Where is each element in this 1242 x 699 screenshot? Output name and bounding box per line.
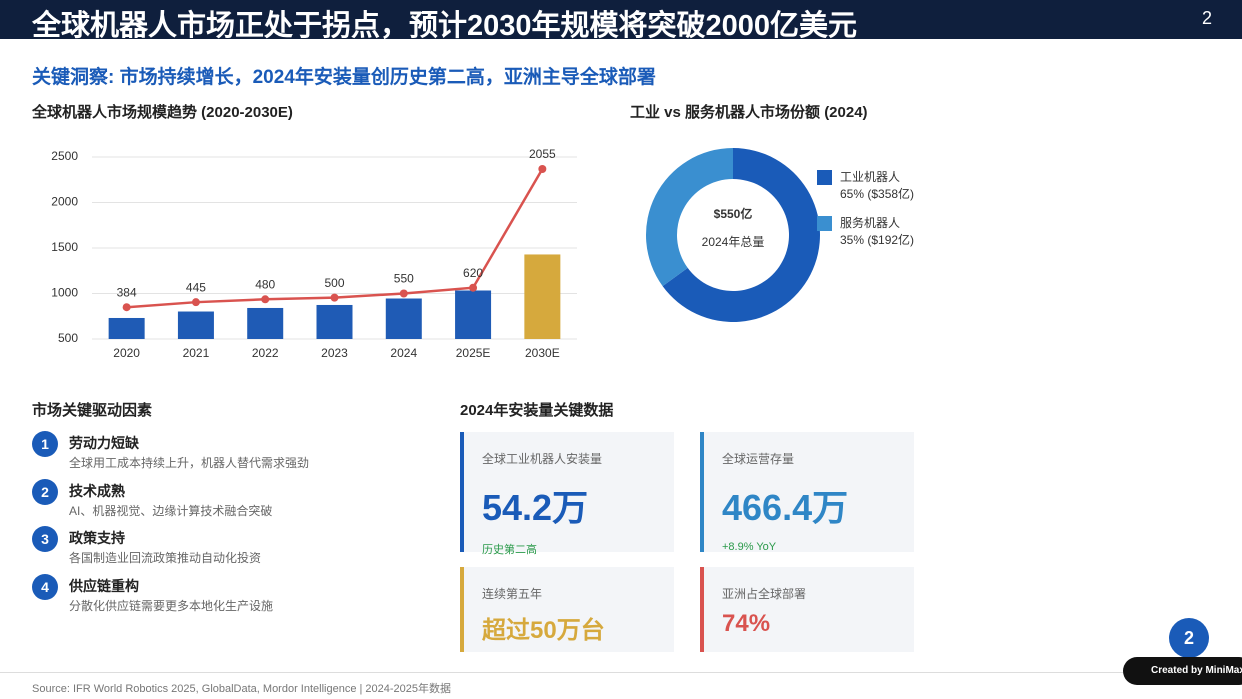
page-number: 2 bbox=[1201, 8, 1212, 28]
driver-desc: 全球用工成本持续上升，机器人替代需求强劲 bbox=[69, 456, 310, 470]
stat-note: 历史第二高 bbox=[482, 544, 537, 556]
trend-point bbox=[261, 295, 270, 304]
data-label: 480 bbox=[255, 277, 275, 291]
driver-title: 供应链重构 bbox=[69, 577, 139, 594]
title: 全球机器人市场正处于拐点，预计2030年规模将突破2000亿美元 bbox=[32, 10, 858, 42]
bar bbox=[177, 311, 214, 339]
bar bbox=[108, 317, 145, 339]
legend-value: 35% ($192亿) bbox=[840, 232, 914, 247]
stat-value: 466.4万 bbox=[722, 487, 849, 528]
x-tick-label: 2024 bbox=[390, 346, 417, 360]
bar bbox=[385, 298, 422, 339]
y-tick-label: 2500 bbox=[51, 149, 78, 163]
stat-value: 超过50万台 bbox=[482, 617, 605, 644]
trend-point bbox=[469, 283, 478, 292]
stat-label: 全球运营存量 bbox=[722, 452, 795, 466]
legend-label: 工业机器人 bbox=[840, 170, 900, 184]
step-number: 4 bbox=[32, 573, 58, 600]
chart-title: 全球机器人市场规模趋势 (2020-2030E) bbox=[32, 104, 293, 121]
bar bbox=[455, 290, 492, 339]
data-label: 445 bbox=[186, 280, 206, 294]
x-tick-label: 2020 bbox=[113, 346, 140, 360]
section-title: 2024年安装量关键数据 bbox=[460, 402, 614, 419]
footer-rule bbox=[0, 672, 1242, 673]
legend-label: 服务机器人 bbox=[840, 215, 900, 230]
driver-title: 劳动力短缺 bbox=[69, 435, 139, 451]
trend-point bbox=[122, 303, 131, 312]
step-number: 3 bbox=[32, 526, 58, 552]
stat-card: 连续第五年 超过50万台 bbox=[460, 567, 674, 652]
data-label: 2055 bbox=[529, 147, 556, 161]
bar bbox=[316, 304, 353, 339]
x-tick-label: 2023 bbox=[321, 346, 348, 360]
step-number: 2 bbox=[32, 478, 58, 505]
x-tick-label: 2021 bbox=[183, 346, 210, 360]
step-number: 1 bbox=[32, 431, 58, 457]
x-tick-label: 2030E bbox=[525, 346, 560, 360]
x-tick-label: 2022 bbox=[252, 346, 279, 360]
legend-value: 65% ($358亿) bbox=[840, 186, 914, 201]
trend-point bbox=[191, 298, 200, 307]
donut-segment bbox=[662, 148, 820, 322]
center-label: 2024年总量 bbox=[702, 235, 765, 249]
driver-desc: AI、机器视觉、边缘计算技术融合突破 bbox=[69, 503, 273, 518]
credit-badge[interactable]: Created by MiniMax Ag bbox=[1123, 657, 1242, 685]
donut-chart: 工业机器人 65% ($358亿) 服务机器人 35% ($192亿) $550亿 202… bbox=[646, 148, 914, 322]
stat-card: 亚洲占全球部署 74% bbox=[700, 567, 914, 652]
data-label: 384 bbox=[117, 285, 137, 299]
center-value: $550亿 bbox=[714, 206, 753, 221]
data-label: 620 bbox=[463, 266, 483, 280]
bar bbox=[247, 307, 284, 339]
section-title: 市场关键驱动因素 bbox=[32, 402, 153, 419]
stat-note: +8.9% YoY bbox=[722, 541, 777, 553]
y-tick-label: 500 bbox=[58, 331, 78, 345]
stat-card: 全球工业机器人安装量 54.2万 历史第二高 bbox=[460, 432, 674, 556]
driver-desc: 分散化供应链需要更多本地化生产设施 bbox=[69, 598, 274, 613]
subtitle: 关键洞察: 市场持续增长，2024年安装量创历史第二高，亚洲主导全球部署 bbox=[32, 67, 656, 88]
driver-title: 技术成熟 bbox=[69, 482, 125, 499]
data-label: 550 bbox=[394, 272, 414, 286]
data-label: 500 bbox=[324, 276, 344, 290]
driver-title: 政策支持 bbox=[69, 530, 125, 546]
bar-chart: 500 1000 1500 2000 2500 2020 2021 2022 2023 2024 2… bbox=[51, 147, 577, 360]
trend-point bbox=[538, 164, 547, 173]
legend-swatch bbox=[817, 170, 832, 185]
stat-label: 亚洲占全球部署 bbox=[722, 587, 807, 601]
page-badge[interactable]: 2 bbox=[1169, 618, 1209, 658]
legend-swatch bbox=[817, 216, 832, 231]
bar bbox=[524, 254, 561, 339]
header-bar bbox=[0, 0, 1242, 39]
stat-card: 全球运营存量 466.4万 +8.9% YoY bbox=[700, 432, 914, 553]
source: Source: IFR World Robotics 2025, GlobalD… bbox=[32, 683, 452, 695]
donut-segment bbox=[646, 148, 733, 287]
trend-point bbox=[330, 293, 339, 302]
y-tick-label: 1500 bbox=[51, 240, 78, 254]
stat-label: 连续第五年 bbox=[482, 587, 543, 601]
y-tick-label: 1000 bbox=[51, 286, 78, 300]
stat-value: 54.2万 bbox=[482, 487, 589, 528]
chart-title: 工业 vs 服务机器人市场份额 (2024) bbox=[630, 104, 868, 121]
driver-desc: 各国制造业回流政策推动自动化投资 bbox=[69, 551, 262, 565]
stat-value: 74% bbox=[722, 610, 771, 637]
y-tick-label: 2000 bbox=[51, 195, 78, 209]
stat-label: 全球工业机器人安装量 bbox=[482, 452, 603, 466]
trend-point bbox=[399, 289, 408, 298]
x-tick-label: 2025E bbox=[456, 346, 491, 360]
